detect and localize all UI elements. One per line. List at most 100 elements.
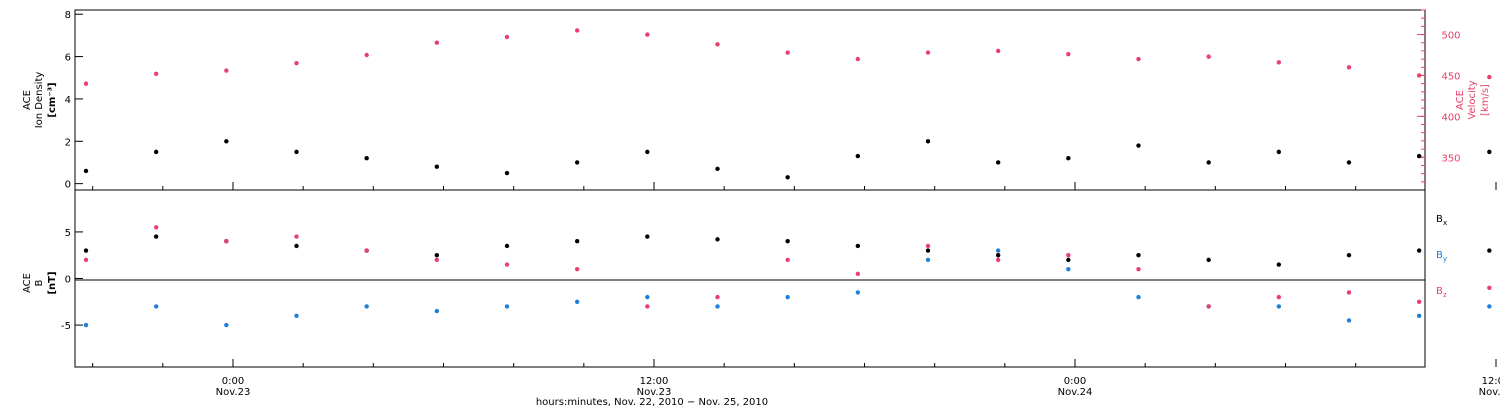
bx-point-1 xyxy=(153,234,159,239)
by-point-1 xyxy=(153,304,159,309)
velocity-point-17 xyxy=(1276,60,1282,65)
velocity-point-0 xyxy=(83,81,89,86)
bx-point-9 xyxy=(715,237,720,242)
velocity-point-16 xyxy=(1206,54,1211,59)
x-tick-time-2: 0:00 xyxy=(1064,376,1086,387)
density-point-16 xyxy=(1206,160,1211,165)
top-left-ylabel-line2: Ion Density xyxy=(34,72,45,129)
velocity-point-5 xyxy=(434,40,440,45)
by-point-4 xyxy=(364,304,369,309)
by-point-20 xyxy=(1487,304,1492,309)
by-point-8 xyxy=(645,294,650,300)
bx-point-15 xyxy=(1136,253,1141,258)
top-left-tick-label-1: 2 xyxy=(65,137,71,148)
top-left-tick-label-0: 0 xyxy=(65,180,71,191)
velocity-point-6 xyxy=(504,34,510,40)
density-point-4 xyxy=(364,156,369,161)
bz-point-7 xyxy=(574,266,580,272)
bottom-left-ylabel-line1: ACE xyxy=(22,273,33,293)
by-point-17 xyxy=(1276,304,1282,309)
by-point-9 xyxy=(715,304,720,309)
by-point-11 xyxy=(855,290,861,295)
density-point-19 xyxy=(1416,153,1422,159)
bz-point-1 xyxy=(153,225,159,230)
bottom-left-tick-label-2: 5 xyxy=(65,228,71,239)
bz-point-2 xyxy=(224,239,229,244)
density-point-13 xyxy=(995,160,1001,165)
bx-point-8 xyxy=(645,234,650,239)
bz-point-10 xyxy=(785,257,790,263)
bx-point-12 xyxy=(925,248,931,253)
bx-point-7 xyxy=(574,239,580,244)
bz-point-17 xyxy=(1276,294,1282,300)
x-tick-time-1: 12:00 xyxy=(640,376,669,387)
velocity-point-20 xyxy=(1487,74,1492,80)
bz-point-19 xyxy=(1416,299,1422,304)
chart-marks: 02468350400450500-5050:00Nov.2312:00Nov.… xyxy=(61,9,1500,398)
x-tick-time-0: 0:00 xyxy=(222,376,244,387)
bz-point-5 xyxy=(434,257,440,263)
legend-z-subscript: z xyxy=(1443,291,1447,299)
by-point-14 xyxy=(1066,266,1071,272)
velocity-point-15 xyxy=(1136,56,1141,62)
top-right-ylabel-line1: ACE xyxy=(1455,90,1466,110)
top-left-tick-label-3: 6 xyxy=(65,53,71,64)
bottom-left-tick-label-1: 0 xyxy=(65,275,71,286)
bx-point-17 xyxy=(1276,262,1282,267)
density-point-20 xyxy=(1487,149,1492,155)
bz-point-13 xyxy=(995,257,1001,263)
x-axis-title: hours:minutes, Nov. 22, 2010 − Nov. 25, … xyxy=(536,397,768,408)
velocity-point-4 xyxy=(364,52,369,58)
top-left-tick-label-4: 8 xyxy=(65,10,71,21)
density-point-7 xyxy=(574,160,580,165)
x-tick-date-1: Nov.23 xyxy=(637,387,672,398)
bz-point-9 xyxy=(715,294,720,300)
velocity-point-1 xyxy=(153,71,159,77)
density-point-10 xyxy=(785,175,790,180)
top-right-tick-label-0: 350 xyxy=(1441,153,1460,164)
legend-x-label: B xyxy=(1436,214,1443,225)
bx-point-10 xyxy=(785,239,790,244)
velocity-point-10 xyxy=(785,50,790,55)
density-point-14 xyxy=(1066,156,1071,161)
top-left-ylabel-line1: ACE xyxy=(22,90,33,110)
bz-point-8 xyxy=(645,304,650,309)
bx-point-5 xyxy=(434,253,440,258)
bx-point-16 xyxy=(1206,257,1211,263)
bottom-panel-frame xyxy=(74,189,1426,368)
bottom-left-ylabel-line2: B xyxy=(34,279,45,286)
bz-point-16 xyxy=(1206,304,1211,309)
bz-point-14 xyxy=(1066,253,1071,258)
bz-point-12 xyxy=(925,243,931,249)
velocity-point-19 xyxy=(1416,73,1422,78)
density-point-9 xyxy=(715,166,720,172)
velocity-point-3 xyxy=(294,60,299,66)
by-point-2 xyxy=(224,322,229,328)
x-tick-date-2: Nov.24 xyxy=(1058,387,1093,398)
velocity-point-9 xyxy=(715,42,720,47)
by-point-10 xyxy=(785,294,790,300)
velocity-point-12 xyxy=(925,50,931,55)
x-tick-date-0: Nov.23 xyxy=(216,387,251,398)
density-point-15 xyxy=(1136,143,1141,148)
density-point-3 xyxy=(294,149,299,155)
velocity-point-14 xyxy=(1066,51,1071,57)
bottom-left-tick-label-0: -5 xyxy=(61,321,71,332)
density-point-17 xyxy=(1276,149,1282,155)
by-point-18 xyxy=(1346,318,1352,323)
density-point-6 xyxy=(504,170,510,176)
top-right-ylabel-line2: Velocity xyxy=(1467,80,1478,119)
x-tick-date-3: Nov.24 xyxy=(1479,387,1500,398)
by-point-7 xyxy=(574,299,580,304)
top-right-ylabel: ACE Velocity [km/s] xyxy=(1455,80,1491,119)
top-left-ylabel: ACE Ion Density [cm⁻³] xyxy=(22,72,58,129)
bx-point-6 xyxy=(504,243,510,249)
bx-point-20 xyxy=(1487,248,1492,253)
bz-point-11 xyxy=(855,271,861,277)
legend-z-label: B xyxy=(1436,286,1443,297)
bottom-left-ylabel: ACE B [nT] xyxy=(22,271,58,294)
by-point-19 xyxy=(1416,313,1422,318)
top-right-tick-label-2: 450 xyxy=(1441,71,1460,82)
by-point-3 xyxy=(294,313,299,318)
